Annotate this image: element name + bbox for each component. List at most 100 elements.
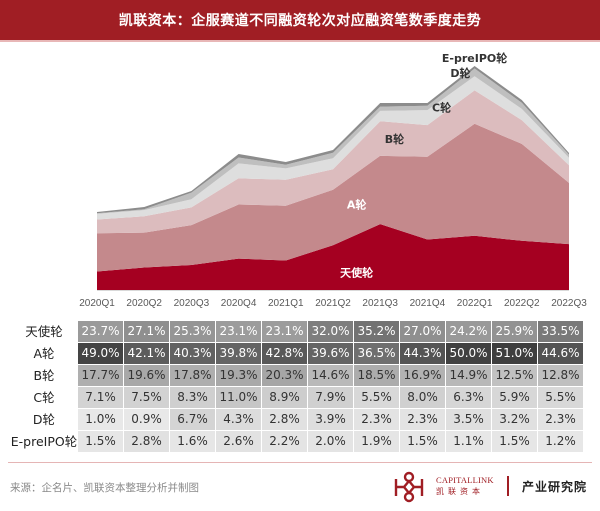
table-cell: 2.8% xyxy=(124,431,169,452)
series-label: E-preIPO轮 xyxy=(442,51,507,65)
table-cell: 40.3% xyxy=(170,343,215,364)
table-cell: 11.0% xyxy=(216,387,261,408)
x-tick-label: 2020Q2 xyxy=(126,298,162,309)
page-title: 凯联资本：企服赛道不同融资轮次对应融资笔数季度走势 xyxy=(118,13,482,29)
table-cell: 1.5% xyxy=(400,431,445,452)
table-cell: 7.9% xyxy=(308,387,353,408)
table-cell: 24.2% xyxy=(446,321,491,342)
table-row: E-preIPO轮 1.5% 2.8% 1.6% 2.6% 2.2% 2.0% 1.9% 1.5… xyxy=(10,431,584,453)
table-cell: 23.1% xyxy=(216,321,261,342)
series-label: C轮 xyxy=(432,100,451,114)
table-cell: 5.5% xyxy=(538,387,583,408)
series-label: D轮 xyxy=(450,66,470,80)
row-label: 天使轮 xyxy=(25,324,63,339)
department-name: 产业研究院 xyxy=(522,480,588,494)
share-table: 天使轮 23.7% 27.1% 25.3% 23.1% 23.1% 32.0% 35.2% 27… xyxy=(10,321,584,453)
table-cell: 5.5% xyxy=(354,387,399,408)
table-cell: 2.8% xyxy=(262,409,307,430)
table-cell: 1.5% xyxy=(492,431,537,452)
table-cell: 3.2% xyxy=(492,409,537,430)
table-cell: 12.5% xyxy=(492,365,537,386)
table-cell: 35.2% xyxy=(354,321,399,342)
x-tick-label: 2022Q3 xyxy=(551,298,587,309)
row-label: D轮 xyxy=(32,412,56,427)
table-cell: 49.0% xyxy=(78,343,123,364)
table-cell: 12.8% xyxy=(538,365,583,386)
table-cell: 19.3% xyxy=(216,365,261,386)
table-cell: 33.5% xyxy=(538,321,583,342)
x-tick-label: 2021Q1 xyxy=(268,298,304,309)
source-note: 来源：企名片、凯联资本整理分析并制图 xyxy=(10,482,199,494)
table-cell: 23.1% xyxy=(262,321,307,342)
brand-name: CAPITALLINK 凯联资本 xyxy=(436,475,494,497)
capitallink-logo-icon xyxy=(394,471,424,503)
table-cell: 1.9% xyxy=(354,431,399,452)
table-cell: 44.6% xyxy=(538,343,583,364)
table-cell: 51.0% xyxy=(492,343,537,364)
table-cell: 0.9% xyxy=(124,409,169,430)
x-tick-label: 2021Q2 xyxy=(315,298,351,309)
table-cell: 25.3% xyxy=(170,321,215,342)
table-cell: 2.3% xyxy=(354,409,399,430)
table-row: D轮 1.0% 0.9% 6.7% 4.3% 2.8% 3.9% 2.3% 2.3% 3.5% 3.… xyxy=(10,409,584,431)
table-cell: 2.3% xyxy=(400,409,445,430)
table-cell: 32.0% xyxy=(308,321,353,342)
area-b-round xyxy=(97,90,569,234)
footer-divider xyxy=(8,462,592,463)
table-cell: 1.6% xyxy=(170,431,215,452)
table-cell: 7.1% xyxy=(78,387,123,408)
table-cell: 7.5% xyxy=(124,387,169,408)
area-angel-round xyxy=(97,224,569,290)
table-cell: 8.3% xyxy=(170,387,215,408)
table-cell: 2.0% xyxy=(308,431,353,452)
x-tick-label: 2021Q3 xyxy=(362,298,398,309)
table-row: 天使轮 23.7% 27.1% 25.3% 23.1% 23.1% 32.0% 35.2% 27… xyxy=(10,321,584,343)
table-cell: 1.1% xyxy=(446,431,491,452)
table-cell: 50.0% xyxy=(446,343,491,364)
x-tick-label: 2020Q1 xyxy=(79,298,115,309)
x-tick-label: 2022Q1 xyxy=(457,298,493,309)
table-cell: 14.6% xyxy=(308,365,353,386)
x-tick-label: 2021Q4 xyxy=(410,298,446,309)
table-cell: 27.1% xyxy=(124,321,169,342)
table-row: C轮 7.1% 7.5% 8.3% 11.0% 8.9% 7.9% 5.5% 8.0% 6.3% 5… xyxy=(10,387,584,409)
table-cell: 25.9% xyxy=(492,321,537,342)
table-cell: 23.7% xyxy=(78,321,123,342)
table-cell: 36.5% xyxy=(354,343,399,364)
table-cell: 6.3% xyxy=(446,387,491,408)
table-cell: 3.9% xyxy=(308,409,353,430)
table-cell: 44.3% xyxy=(400,343,445,364)
table-cell: 18.5% xyxy=(354,365,399,386)
table-cell: 2.2% xyxy=(262,431,307,452)
table-row: A轮 49.0% 42.1% 40.3% 39.8% 42.8% 39.6% 36.5% 44.… xyxy=(10,343,584,365)
area-c-round xyxy=(97,76,569,220)
table-cell: 5.9% xyxy=(492,387,537,408)
brand-separator xyxy=(507,476,509,496)
table-cell: 39.8% xyxy=(216,343,261,364)
table-cell: 1.5% xyxy=(78,431,123,452)
series-label: A轮 xyxy=(347,198,367,212)
x-tick-label: 2020Q3 xyxy=(174,298,210,309)
table-cell: 6.7% xyxy=(170,409,215,430)
row-label: B轮 xyxy=(33,368,55,383)
table-cell: 17.7% xyxy=(78,365,123,386)
series-label: B轮 xyxy=(385,132,404,146)
series-label: 天使轮 xyxy=(340,265,373,279)
row-label: A轮 xyxy=(33,346,55,361)
x-tick-label: 2020Q4 xyxy=(221,298,257,309)
table-cell: 42.1% xyxy=(124,343,169,364)
table-cell: 2.6% xyxy=(216,431,261,452)
table-cell: 1.2% xyxy=(538,431,583,452)
brand-cn: 凯联资本 xyxy=(436,487,484,496)
table-cell: 17.8% xyxy=(170,365,215,386)
table-cell: 16.9% xyxy=(400,365,445,386)
area-d-round xyxy=(97,68,569,214)
table-cell: 27.0% xyxy=(400,321,445,342)
table-cell: 3.5% xyxy=(446,409,491,430)
table-cell: 14.9% xyxy=(446,365,491,386)
table-cell: 1.0% xyxy=(78,409,123,430)
table-cell: 42.8% xyxy=(262,343,307,364)
header-bar: 凯联资本：企服赛道不同融资轮次对应融资笔数季度走势 xyxy=(0,0,600,42)
table-row: B轮 17.7% 19.6% 17.8% 19.3% 20.3% 14.6% 18.5% 16.… xyxy=(10,365,584,387)
table-cell: 19.6% xyxy=(124,365,169,386)
